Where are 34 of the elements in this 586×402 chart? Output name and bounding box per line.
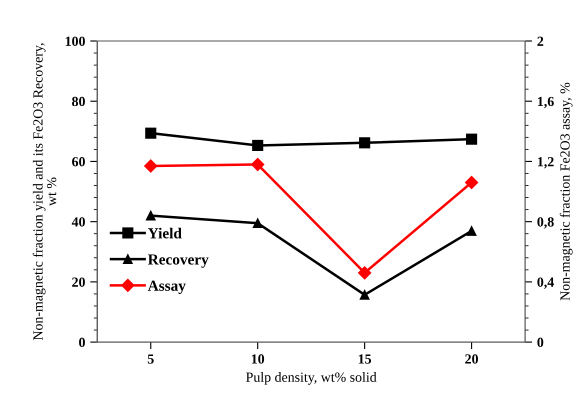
x-axis-title: Pulp density, wt% solid (246, 372, 377, 385)
y2-tick-label: 0 (537, 338, 544, 348)
point (358, 266, 372, 280)
point (464, 176, 478, 190)
point (359, 137, 370, 148)
y2-tick-label: 2 (537, 36, 544, 46)
y-tick-label: 60 (72, 157, 85, 166)
legend-label: Yield (148, 228, 182, 238)
y-tick-label: 100 (66, 36, 85, 46)
x-tick-label: 10 (252, 354, 264, 364)
y-tick-label: 40 (72, 217, 85, 227)
y2-axis-title: Non-magnetic fraction Fe2O3 assay, % (560, 82, 573, 300)
y-tick-label: 80 (72, 96, 85, 106)
point (252, 140, 264, 152)
y2-tick-label: 0,4 (537, 277, 554, 289)
point (466, 134, 478, 145)
point (145, 128, 156, 139)
y2-tick-label: 1,2 (538, 157, 554, 168)
y-axis-title: Non-magnetic fraction yield and its Fe2O3 Recovery, wt % (32, 43, 56, 340)
y-tick-label: 20 (72, 277, 85, 287)
x-tick-label: 15 (358, 354, 372, 364)
y-tick-label: 0 (79, 338, 85, 348)
legend-label: Assay (148, 280, 186, 294)
y2-tick-label: 0,8 (537, 217, 554, 229)
legend-label: Recovery (148, 254, 209, 268)
x-tick-label: 5 (148, 354, 154, 364)
point (466, 226, 476, 236)
point (146, 210, 156, 220)
x-tick-label: 20 (465, 354, 478, 364)
point (251, 158, 264, 172)
point (144, 159, 158, 173)
point (252, 218, 263, 228)
point (360, 290, 370, 300)
y2-tick-label: 1,6 (538, 96, 554, 108)
